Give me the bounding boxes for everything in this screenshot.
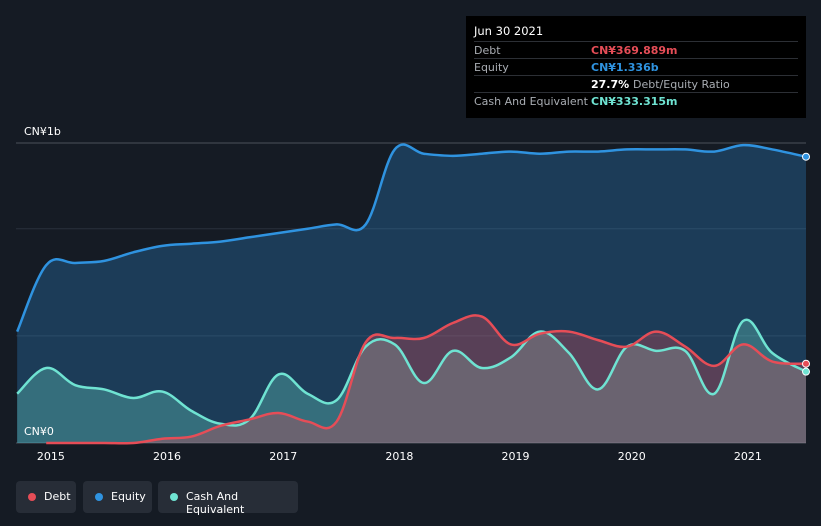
- x-tick-label-2017: 2017: [269, 450, 297, 463]
- y-tick-label-top: CN¥1b: [24, 125, 61, 138]
- grid-lines: [16, 142, 806, 444]
- legend-dot-cash: [170, 493, 178, 501]
- line-equity: [16, 143, 807, 333]
- tooltip-cash-label: Cash And Equivalent: [474, 95, 588, 108]
- tooltip-ratio-label: Debt/Equity Ratio: [633, 78, 730, 91]
- x-tick-label-2021: 2021: [734, 450, 762, 463]
- endpoint-debt: [802, 359, 810, 368]
- endpoint-cash-and-equivalent: [802, 367, 810, 376]
- endpoint-equity: [802, 152, 810, 161]
- legend-item-cash[interactable]: Cash And Equivalent: [158, 481, 298, 516]
- line-debt: [46, 314, 807, 445]
- x-tick-label-2019: 2019: [502, 450, 530, 463]
- series-lines: [16, 143, 807, 445]
- legend-item-equity[interactable]: Equity: [83, 481, 152, 513]
- tooltip-equity-value: CN¥1.336b: [591, 61, 659, 74]
- tooltip-row-cash: Cash And Equivalent CN¥333.315m: [474, 92, 798, 110]
- area-debt: [46, 315, 807, 444]
- tooltip-row-ratio: 27.7% Debt/Equity Ratio: [474, 75, 798, 93]
- x-tick-label-2015: 2015: [37, 450, 65, 463]
- tooltip-date: Jun 30 2021: [474, 24, 544, 38]
- legend-dot-equity: [95, 493, 103, 501]
- tooltip-debt-value: CN¥369.889m: [591, 44, 678, 57]
- y-tick-label-bottom: CN¥0: [24, 425, 54, 438]
- x-tick-label-2016: 2016: [153, 450, 181, 463]
- tooltip-ratio-value-wrap: 27.7% Debt/Equity Ratio: [591, 78, 730, 91]
- area-cash-and-equivalent: [17, 319, 807, 443]
- area-equity: [17, 144, 807, 443]
- tooltip-ratio-value: 27.7%: [591, 78, 630, 91]
- legend-label-cash: Cash And Equivalent: [186, 490, 245, 516]
- tooltip-debt-label: Debt: [474, 44, 501, 57]
- tooltip-panel: Jun 30 2021 Debt CN¥369.889m Equity CN¥1…: [466, 16, 806, 118]
- tooltip-row-equity: Equity CN¥1.336b: [474, 58, 798, 76]
- line-cash-and-equivalent: [16, 318, 807, 427]
- tooltip-row-debt: Debt CN¥369.889m: [474, 41, 798, 59]
- legend-item-debt[interactable]: Debt: [16, 481, 76, 513]
- legend-label-equity: Equity: [111, 490, 146, 503]
- x-tick-label-2018: 2018: [385, 450, 413, 463]
- tooltip-cash-value: CN¥333.315m: [591, 95, 678, 108]
- tooltip-equity-label: Equity: [474, 61, 509, 74]
- legend-dot-debt: [28, 493, 36, 501]
- x-tick-labels: 2015 2016 2017 2018 2019 2020 2021: [37, 450, 762, 463]
- series-areas: [17, 144, 807, 444]
- series-endpoints: [802, 152, 810, 376]
- x-tick-label-2020: 2020: [618, 450, 646, 463]
- legend-label-debt: Debt: [44, 490, 71, 503]
